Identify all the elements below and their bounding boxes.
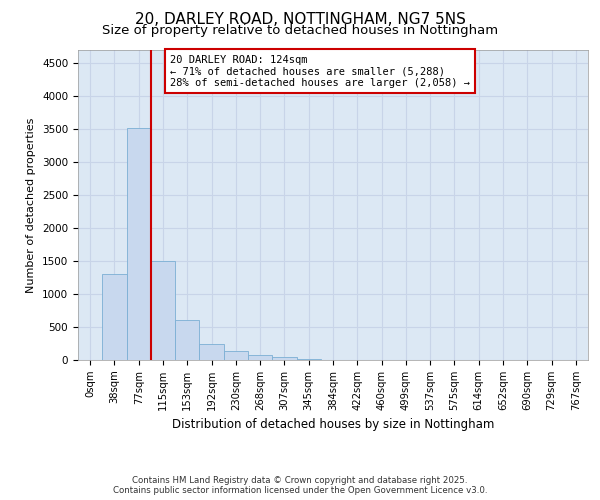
Bar xyxy=(127,128,151,360)
Y-axis label: Number of detached properties: Number of detached properties xyxy=(26,118,37,292)
Bar xyxy=(199,344,224,360)
Text: 20, DARLEY ROAD, NOTTINGHAM, NG7 5NS: 20, DARLEY ROAD, NOTTINGHAM, NG7 5NS xyxy=(134,12,466,28)
Bar xyxy=(175,320,199,360)
X-axis label: Distribution of detached houses by size in Nottingham: Distribution of detached houses by size … xyxy=(172,418,494,432)
Bar xyxy=(296,359,321,360)
Bar xyxy=(272,358,296,360)
Text: 20 DARLEY ROAD: 124sqm
← 71% of detached houses are smaller (5,288)
28% of semi-: 20 DARLEY ROAD: 124sqm ← 71% of detached… xyxy=(170,54,470,88)
Bar xyxy=(248,355,272,360)
Bar xyxy=(224,352,248,360)
Text: Size of property relative to detached houses in Nottingham: Size of property relative to detached ho… xyxy=(102,24,498,37)
Text: Contains HM Land Registry data © Crown copyright and database right 2025.
Contai: Contains HM Land Registry data © Crown c… xyxy=(113,476,487,495)
Bar xyxy=(151,261,175,360)
Bar xyxy=(102,274,127,360)
